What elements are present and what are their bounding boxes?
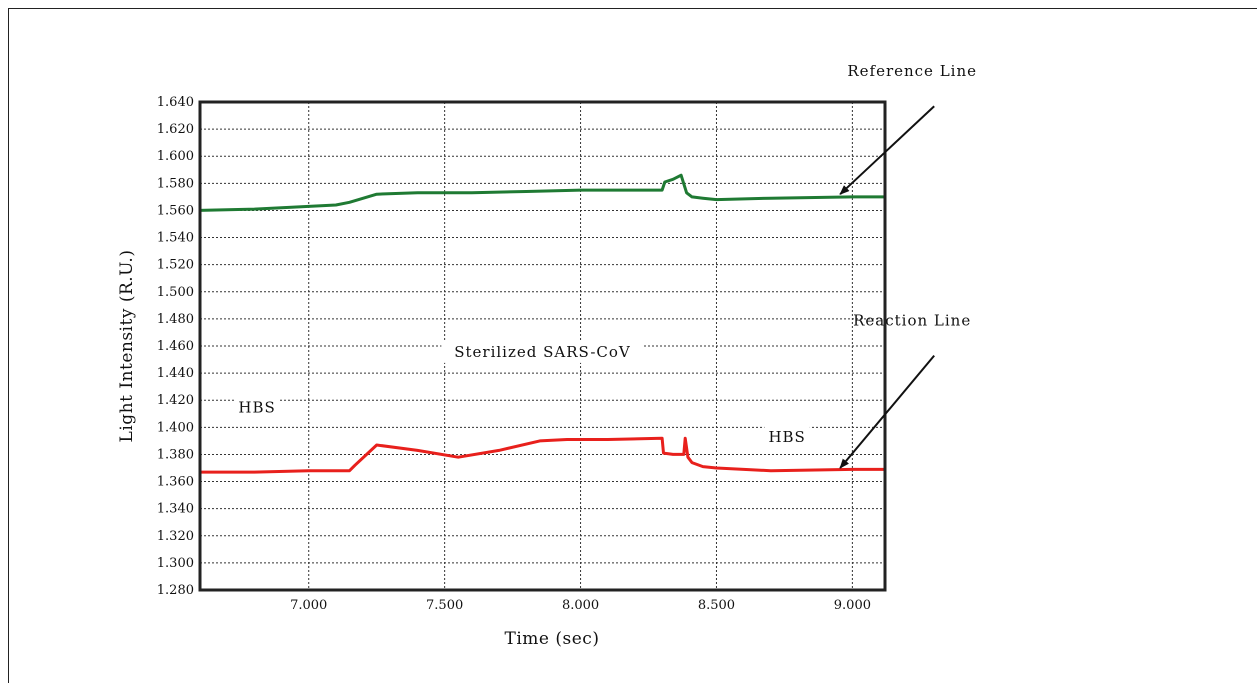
annotation-label: HBS: [238, 398, 275, 416]
x-tick-label: 9.000: [834, 598, 871, 613]
x-axis-title: Time (sec): [505, 629, 600, 649]
y-tick-label: 1.560: [157, 203, 194, 218]
annotation-label: Sterilized SARS-CoV: [454, 343, 631, 361]
annotation-label: Reference Line: [847, 62, 977, 80]
reaction-line-series: [200, 436, 885, 474]
y-tick-label: 1.580: [157, 176, 194, 191]
annotation-label: Reaction Line: [853, 312, 971, 330]
y-tick-label: 1.600: [157, 149, 194, 164]
y-tick-label: 1.360: [157, 475, 194, 490]
y-tick-label: 1.480: [157, 312, 194, 327]
x-tick-label: 8.000: [562, 598, 599, 613]
y-tick-label: 1.500: [157, 285, 194, 300]
y-tick-label: 1.520: [157, 258, 194, 273]
y-tick-label: 1.420: [157, 393, 194, 408]
x-tick-label: 7.500: [426, 598, 463, 613]
y-tick-label: 1.540: [157, 231, 194, 246]
annotation-label-background: [441, 340, 644, 363]
y-tick-label: 1.380: [157, 447, 194, 462]
y-tick-label: 1.640: [157, 95, 194, 110]
y-tick-label: 1.280: [157, 583, 194, 598]
annotations: Reference Line Reaction Line Sterilized SA…: [234, 62, 977, 469]
y-tick-label: 1.440: [157, 366, 194, 381]
annotation-label-background: [234, 396, 280, 419]
y-tick-label: 1.400: [157, 420, 194, 435]
figure-frame: [8, 8, 1257, 683]
annotation-arrow: [839, 105, 935, 195]
tick-labels: 1.280 1.300 1.320 1.340 1.360 1.380 1.400 1.420…: [157, 95, 871, 613]
x-tick-label: 8.500: [698, 598, 735, 613]
y-tick-label: 1.320: [157, 529, 194, 544]
annotation-label-background: [764, 426, 810, 449]
x-tick-label: 7.000: [290, 598, 327, 613]
y-tick-label: 1.340: [157, 502, 194, 517]
reference-line-series: [199, 173, 885, 212]
plot-area-border: [198, 100, 887, 592]
y-tick-label: 1.460: [157, 339, 194, 354]
annotation-label: HBS: [768, 428, 805, 446]
series-lines: [199, 173, 885, 474]
y-tick-label: 1.620: [157, 122, 194, 137]
y-axis-title: Light Intensity (R.U.): [117, 250, 137, 443]
y-tick-label: 1.300: [157, 556, 194, 571]
annotation-arrow: [839, 355, 935, 469]
